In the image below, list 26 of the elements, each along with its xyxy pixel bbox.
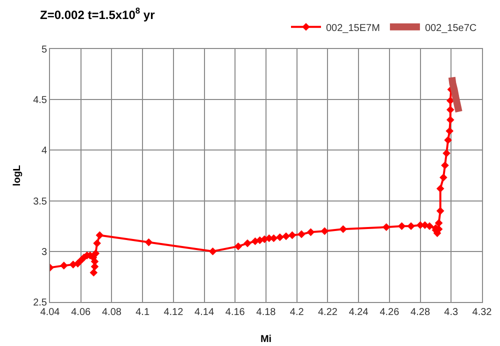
x-tick-label: 4.14 bbox=[194, 307, 214, 318]
x-tick-label: 4.18 bbox=[256, 307, 276, 318]
x-tick-label: 4.26 bbox=[380, 307, 400, 318]
legend-label: 002_15e7C bbox=[424, 22, 477, 34]
y-tick-label: 3.5 bbox=[33, 196, 48, 208]
x-tick-label: 4.22 bbox=[318, 307, 338, 318]
x-tick-label: 4.06 bbox=[71, 307, 92, 318]
x-tick-label: 4.04 bbox=[40, 307, 60, 318]
x-tick-label: 4.1 bbox=[136, 307, 150, 318]
x-tick-label: 4.3 bbox=[444, 307, 459, 318]
x-tick-label: 4.24 bbox=[348, 307, 369, 318]
x-tick-label: 4.16 bbox=[225, 307, 246, 318]
y-tick-label: 2.5 bbox=[33, 298, 48, 308]
x-tick-label: 4.2 bbox=[290, 307, 304, 318]
x-tick-label: 4.12 bbox=[164, 307, 184, 318]
y-tick-label: 3 bbox=[41, 246, 48, 258]
x-tick-label: 4.32 bbox=[472, 307, 492, 318]
y-axis-title: logL bbox=[12, 164, 23, 186]
y-tick-label: 5 bbox=[41, 44, 48, 56]
legend-label: 002_15E7M bbox=[326, 22, 380, 34]
x-tick-label: 4.08 bbox=[102, 307, 122, 318]
x-axis-title: Mi bbox=[260, 334, 272, 345]
x-tick-label: 4.28 bbox=[410, 307, 430, 318]
y-tick-label: 4.5 bbox=[33, 95, 48, 106]
chart-title: Z=0.002 t=1.5x10$^{8}$ yr bbox=[40, 6, 156, 22]
y-tick-label: 4 bbox=[41, 146, 48, 157]
